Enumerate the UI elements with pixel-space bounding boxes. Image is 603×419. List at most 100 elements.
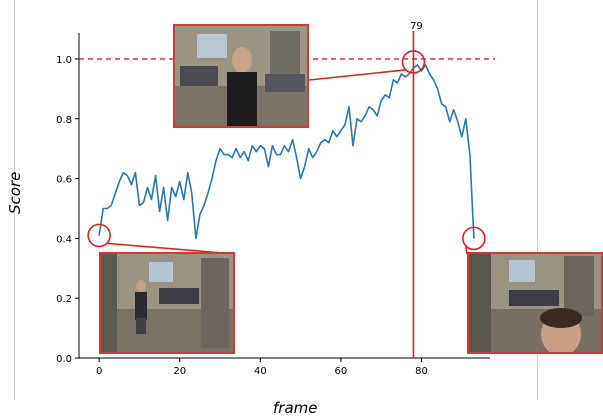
score-point bbox=[380, 100, 382, 102]
score-point bbox=[360, 121, 362, 123]
score-point bbox=[300, 177, 302, 180]
score-point bbox=[110, 204, 112, 207]
score-series-line bbox=[98, 64, 475, 240]
score-point bbox=[469, 154, 471, 156]
score-point bbox=[211, 177, 213, 180]
score-point bbox=[154, 174, 157, 177]
score-point bbox=[138, 204, 141, 207]
score-point bbox=[98, 234, 100, 236]
score-point bbox=[283, 145, 286, 147]
score-point bbox=[215, 160, 217, 162]
score-point bbox=[408, 73, 411, 75]
score-point bbox=[255, 151, 257, 153]
score-point bbox=[171, 186, 173, 189]
score-point bbox=[191, 192, 193, 195]
score-point bbox=[179, 180, 181, 183]
score-point bbox=[320, 142, 322, 144]
score-point bbox=[183, 198, 185, 201]
y-tick-label: 0.0 bbox=[56, 354, 72, 365]
y-tick-label: 0.8 bbox=[56, 115, 72, 126]
score-point bbox=[473, 237, 475, 239]
score-point bbox=[235, 148, 237, 150]
score-point bbox=[195, 237, 197, 239]
score-point bbox=[134, 171, 137, 174]
highlight-circle bbox=[462, 226, 486, 251]
score-point bbox=[223, 154, 225, 156]
score-point bbox=[453, 109, 455, 111]
score-point bbox=[461, 136, 463, 138]
score-point bbox=[295, 157, 298, 159]
highlight-circle bbox=[401, 50, 426, 74]
score-point bbox=[400, 73, 402, 75]
y-tick-label: 1.0 bbox=[56, 55, 72, 66]
y-axis-title: Score bbox=[6, 171, 24, 214]
frame-image-end bbox=[467, 252, 603, 354]
score-point bbox=[396, 82, 398, 84]
frame-image-end-picture bbox=[469, 254, 601, 352]
score-point bbox=[424, 64, 427, 66]
x-tick-label: 40 bbox=[254, 366, 267, 377]
score-point bbox=[219, 148, 221, 150]
score-point bbox=[231, 157, 233, 159]
score-point bbox=[441, 103, 443, 105]
figure-right-border bbox=[537, 0, 538, 400]
highlight-connector bbox=[308, 69, 406, 81]
x-axis-title: frame bbox=[273, 399, 318, 417]
score-point bbox=[328, 142, 330, 144]
highlight-connector bbox=[465, 246, 468, 255]
score-point bbox=[267, 166, 269, 168]
y-tick-label: 0.2 bbox=[56, 294, 72, 305]
score-point bbox=[142, 201, 145, 204]
score-point bbox=[247, 160, 249, 162]
score-point bbox=[239, 157, 241, 159]
score-point bbox=[263, 148, 265, 150]
score-point bbox=[316, 151, 318, 153]
score-point bbox=[388, 97, 390, 99]
score-point bbox=[432, 79, 435, 81]
frame-image-peak bbox=[173, 24, 309, 128]
score-point bbox=[372, 109, 374, 111]
score-point bbox=[340, 130, 342, 132]
score-point bbox=[122, 171, 124, 174]
frame-image-peak-picture bbox=[175, 26, 307, 126]
score-point bbox=[150, 198, 153, 201]
frame-image-start bbox=[99, 252, 235, 354]
score-point bbox=[207, 192, 209, 195]
score-point bbox=[203, 204, 205, 207]
score-point bbox=[437, 88, 439, 90]
y-tick-label: 0.4 bbox=[56, 234, 72, 245]
score-point bbox=[352, 145, 354, 147]
score-point bbox=[404, 76, 406, 78]
score-point bbox=[384, 94, 386, 96]
score-point bbox=[291, 139, 294, 141]
score-point bbox=[449, 121, 451, 123]
score-point bbox=[416, 64, 419, 66]
score-point bbox=[106, 207, 108, 210]
score-point bbox=[312, 157, 314, 159]
figure-left-border bbox=[14, 0, 15, 400]
score-point bbox=[199, 213, 201, 216]
x-tick-label: 0 bbox=[96, 366, 102, 377]
frame-image-start-picture bbox=[101, 254, 233, 352]
score-point bbox=[243, 151, 245, 153]
score-point bbox=[368, 106, 370, 108]
score-point bbox=[118, 180, 120, 183]
score-point bbox=[279, 154, 282, 156]
score-point bbox=[187, 171, 189, 174]
score-point bbox=[376, 115, 378, 117]
peak-marker-label: 79 bbox=[410, 21, 423, 32]
score-point bbox=[158, 210, 161, 213]
score-point bbox=[348, 106, 350, 108]
score-point bbox=[308, 148, 310, 150]
score-point bbox=[130, 183, 132, 186]
score-point bbox=[457, 121, 459, 123]
score-point bbox=[336, 136, 338, 138]
score-point bbox=[428, 73, 431, 75]
score-point bbox=[445, 106, 447, 108]
score-point bbox=[287, 151, 290, 153]
score-point bbox=[126, 174, 128, 177]
score-point bbox=[392, 79, 394, 81]
score-point bbox=[364, 115, 366, 117]
score-point bbox=[356, 118, 358, 120]
score-point bbox=[332, 130, 334, 132]
